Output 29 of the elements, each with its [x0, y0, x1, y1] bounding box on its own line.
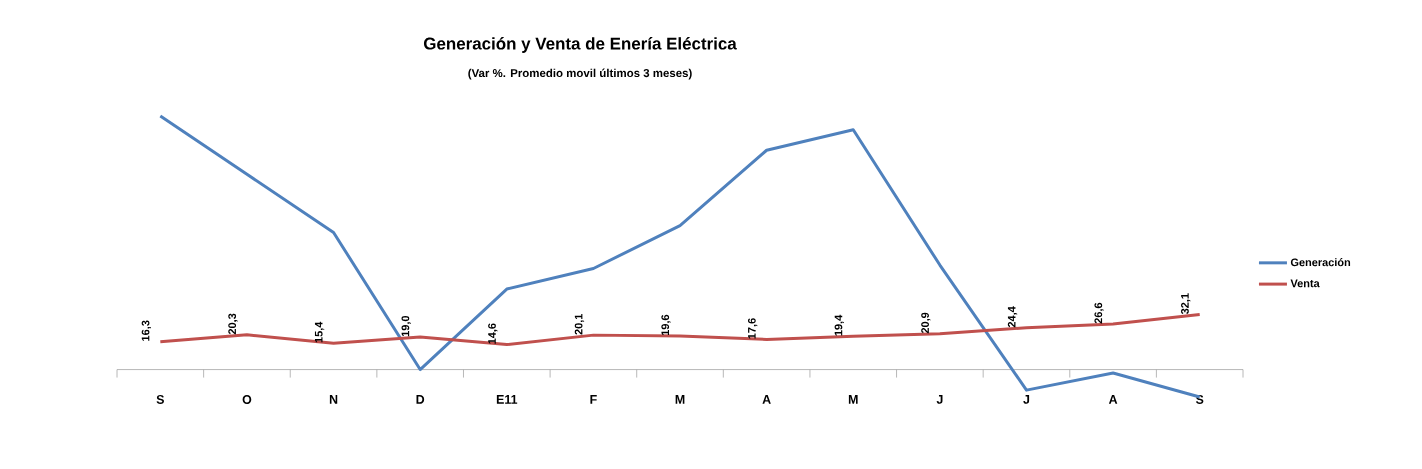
x-tick-label: J	[936, 395, 943, 404]
data-label: 20,3	[228, 313, 238, 335]
x-tick-label: J	[1023, 395, 1030, 404]
x-tick-label: S	[156, 395, 164, 404]
data-label: 32,1	[1181, 293, 1191, 315]
x-tick-label: M	[848, 395, 858, 404]
data-label: 26,6	[1094, 302, 1104, 324]
data-label: 17,6	[747, 318, 758, 339]
x-tick-label: E11	[496, 395, 518, 404]
data-label: 19,6	[661, 314, 671, 336]
chart-subtitle: (Var %. Promedio movil últimos 3 meses)	[468, 68, 692, 80]
legend-label: Venta	[1290, 279, 1320, 288]
data-label: 14,6	[488, 323, 498, 344]
x-tick-label: O	[242, 395, 252, 404]
data-label: 20,1	[574, 313, 585, 335]
data-label: 15,4	[314, 321, 325, 343]
data-label: 16,3	[141, 320, 152, 341]
data-label: 19,4	[834, 314, 844, 336]
x-tick-label: A	[1108, 395, 1118, 404]
legend-label: Generación	[1290, 258, 1351, 267]
x-tick-label: N	[329, 395, 338, 404]
data-label: 20,9	[921, 312, 931, 334]
x-tick-label: F	[590, 395, 597, 404]
data-label: 19,0	[401, 315, 411, 337]
chart-title: Generación y Venta de Enería Eléctrica	[423, 37, 737, 53]
x-tick-label: A	[762, 395, 771, 404]
data-label: 24,4	[1007, 306, 1018, 328]
x-tick-label: M	[675, 395, 685, 404]
x-tick-label: D	[416, 395, 425, 404]
